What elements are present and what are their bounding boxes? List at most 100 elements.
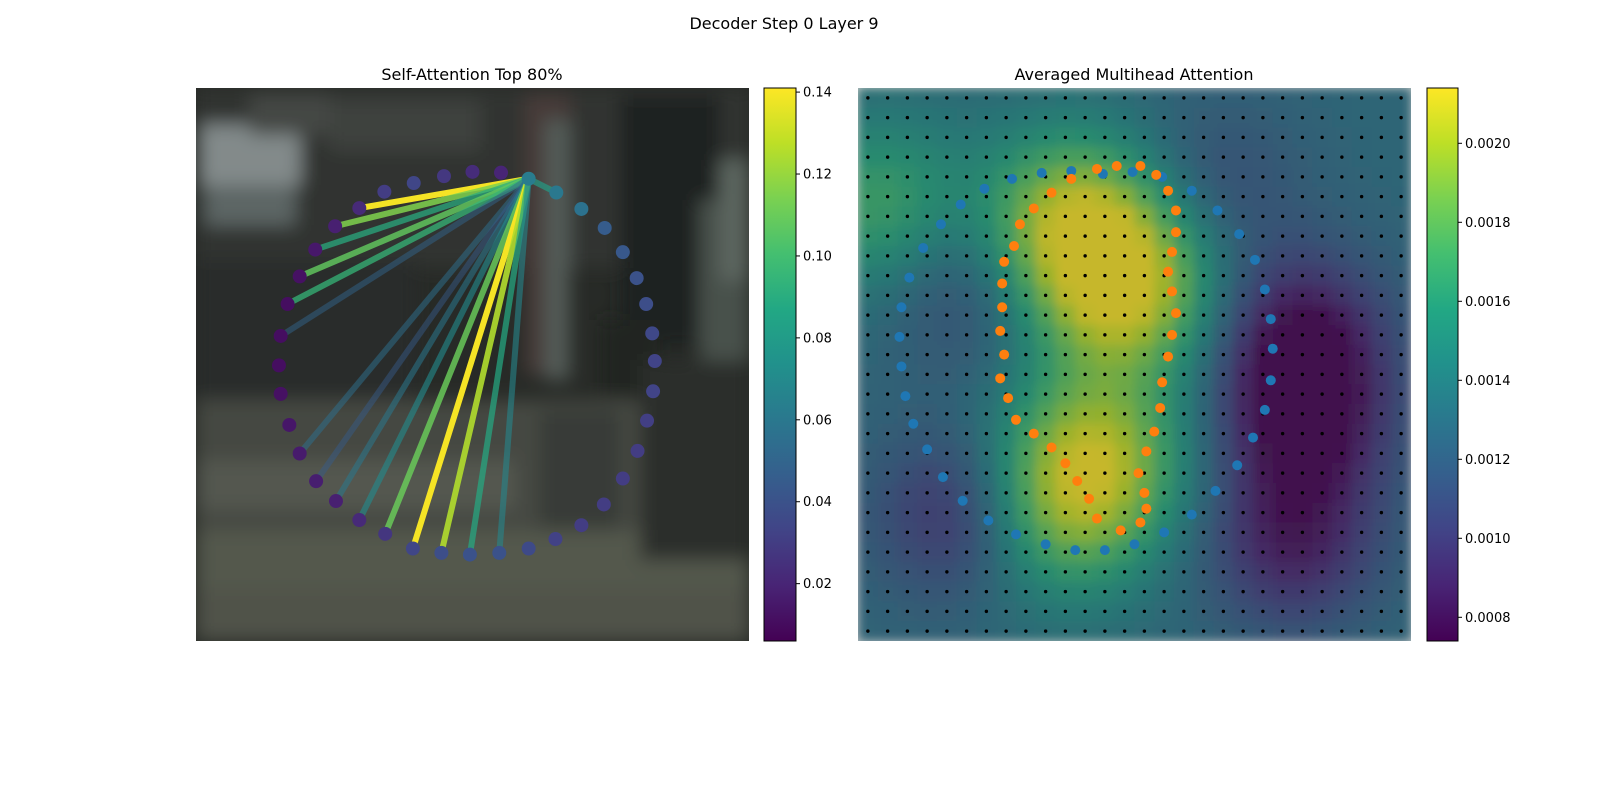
grid-dot	[1063, 431, 1068, 436]
grid-dot	[1221, 392, 1226, 396]
keypoint-24	[309, 474, 324, 489]
grid-dot	[1043, 115, 1048, 120]
grid-dot	[1083, 273, 1087, 278]
grid-dot	[866, 333, 870, 337]
grid-dot	[885, 115, 890, 120]
grid-dot	[1399, 609, 1403, 614]
grid-dot	[1379, 135, 1384, 140]
grid-dot	[1122, 115, 1127, 120]
grid-dot	[1399, 392, 1403, 396]
attention-line-11	[382, 177, 532, 535]
grid-dot	[1004, 471, 1008, 475]
grid-dot	[1340, 451, 1344, 456]
grid-dot	[925, 412, 929, 416]
scatter-point	[896, 302, 907, 313]
grid-dot	[1241, 155, 1245, 159]
grid-dot	[1043, 352, 1048, 357]
grid-dot	[945, 412, 949, 416]
scatter-point	[1115, 525, 1126, 536]
grid-dot	[1261, 451, 1265, 456]
grid-dot	[866, 609, 870, 614]
attention-line-13	[438, 178, 532, 554]
grid-dot	[1142, 550, 1147, 554]
grid-dot	[1083, 333, 1087, 337]
colorbar-tick-label-3: 0.08	[803, 331, 832, 346]
scatter-point	[1249, 254, 1260, 265]
grid-dot	[925, 491, 929, 495]
colorbar-tick-label-4: 0.0016	[1465, 295, 1511, 310]
grid-dot	[1359, 352, 1364, 357]
grid-dot	[1399, 155, 1403, 159]
grid-dot	[1162, 392, 1166, 396]
grid-dot	[984, 412, 989, 416]
grid-dot	[1221, 629, 1226, 633]
grid-dot	[1379, 194, 1384, 199]
grid-dot	[1300, 194, 1305, 199]
right-colorbar: 0.0008 0.0010 0.0012 0.0014 0.0016 0.0018 0.00…	[1426, 87, 1511, 642]
grid-dot	[1024, 392, 1028, 396]
grid-dot	[1359, 155, 1364, 159]
scatter-point	[1046, 187, 1057, 198]
grid-dot	[1043, 313, 1048, 317]
grid-dot	[1142, 155, 1147, 159]
grid-dot	[905, 293, 910, 298]
grid-dot	[1004, 115, 1008, 120]
grid-dot	[866, 254, 870, 258]
scatter-point	[1066, 165, 1077, 176]
grid-dot	[1201, 609, 1206, 614]
grid-dot	[1359, 96, 1364, 100]
scatter-point	[1129, 539, 1140, 550]
grid-dot	[1359, 115, 1364, 120]
grid-dot	[1340, 313, 1344, 317]
grid-dot	[1024, 96, 1028, 100]
grid-dot	[1399, 412, 1403, 416]
grid-dot	[1340, 194, 1344, 199]
grid-dot	[1241, 333, 1245, 337]
scatter-point	[1234, 229, 1245, 240]
grid-dot	[964, 629, 969, 633]
grid-dot	[1024, 570, 1028, 574]
grid-dot	[1201, 273, 1206, 278]
grid-dot	[885, 254, 890, 258]
grid-dot	[866, 392, 870, 396]
grid-dot	[1280, 589, 1285, 594]
scatter-point	[955, 199, 966, 210]
grid-dot	[1024, 412, 1028, 416]
attention-line-14	[466, 178, 532, 556]
grid-dot	[1103, 273, 1107, 278]
grid-dot	[1320, 471, 1324, 475]
grid-dot	[1261, 372, 1265, 377]
grid-dot	[1399, 96, 1403, 100]
grid-dot	[984, 589, 989, 594]
grid-dot	[1142, 609, 1147, 614]
scatter-point	[935, 219, 946, 230]
grid-dot	[1280, 333, 1285, 337]
grid-dot	[866, 313, 870, 317]
grid-dot	[1359, 135, 1364, 140]
grid-dot	[1083, 550, 1087, 554]
grid-dot	[1320, 254, 1324, 258]
keypoint-30	[280, 297, 295, 312]
grid-dot	[1004, 629, 1008, 633]
grid-dot	[1182, 412, 1186, 416]
grid-dot	[1359, 609, 1364, 614]
grid-dot	[1399, 471, 1403, 475]
grid-dot	[925, 372, 929, 377]
grid-dot	[1043, 491, 1048, 495]
grid-dot	[885, 491, 890, 495]
grid-dot	[1201, 412, 1206, 416]
grid-dot	[1340, 629, 1344, 633]
grid-dot	[1221, 510, 1226, 515]
keypoint-1	[549, 185, 564, 200]
grid-dot	[1241, 570, 1245, 574]
grid-dot	[1182, 254, 1186, 258]
grid-dot	[1379, 589, 1384, 594]
grid-dot	[905, 214, 910, 219]
grid-dot	[1241, 431, 1245, 436]
grid-dot	[1359, 234, 1364, 238]
grid-dot	[1241, 510, 1245, 515]
grid-dot	[984, 155, 989, 159]
grid-dot	[984, 392, 989, 396]
grid-dot	[1103, 352, 1107, 357]
keypoint-19	[434, 545, 449, 560]
